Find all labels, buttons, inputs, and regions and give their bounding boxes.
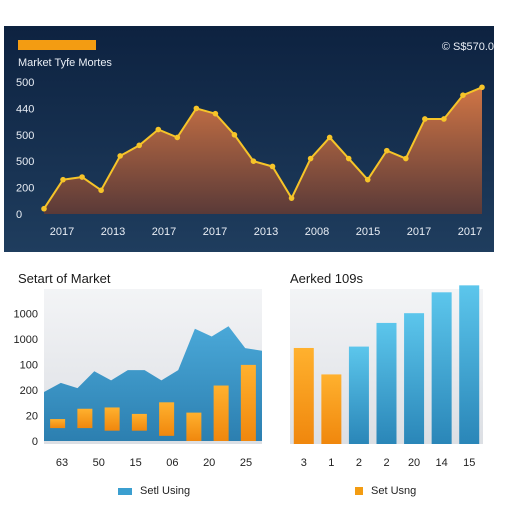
data-point bbox=[41, 205, 47, 212]
data-point bbox=[422, 116, 428, 122]
bottom-left-legend: Setl Using bbox=[118, 485, 190, 497]
data-point bbox=[288, 195, 295, 201]
x-tick-label: 2017 bbox=[407, 226, 431, 238]
y-tick-label: 1000 bbox=[14, 309, 38, 321]
x-tick-label: 50 bbox=[93, 457, 105, 469]
data-point bbox=[269, 163, 276, 170]
y-tick-label: 100 bbox=[20, 360, 38, 372]
x-tick-label: 2008 bbox=[305, 226, 329, 238]
x-tick-label: 15 bbox=[129, 457, 141, 469]
x-tick-label: 2015 bbox=[356, 226, 380, 238]
y-tick-label: 20 bbox=[26, 411, 38, 423]
data-point bbox=[60, 176, 66, 183]
data-point bbox=[79, 174, 85, 180]
bar bbox=[376, 322, 397, 444]
x-tick-label: 14 bbox=[436, 457, 448, 469]
bar bbox=[293, 347, 314, 444]
data-point bbox=[345, 155, 352, 162]
y-tick-label: 440 bbox=[16, 103, 34, 115]
x-tick-label: 20 bbox=[203, 457, 215, 469]
title-highlight-bar bbox=[18, 40, 96, 50]
x-tick-label: 20 bbox=[408, 457, 420, 469]
x-tick-label: 63 bbox=[56, 457, 68, 469]
legend-swatch-orange bbox=[355, 487, 363, 495]
data-point bbox=[250, 158, 257, 164]
data-point bbox=[460, 92, 466, 98]
y-tick-label: 500 bbox=[16, 156, 34, 168]
bar bbox=[77, 408, 93, 429]
y-tick-label: 0 bbox=[16, 209, 22, 221]
x-tick-label: 2013 bbox=[254, 226, 278, 238]
x-tick-label: 3 bbox=[301, 457, 307, 469]
y-tick-label: 200 bbox=[16, 183, 34, 195]
bar bbox=[431, 292, 452, 444]
bar bbox=[131, 413, 147, 431]
bar bbox=[186, 412, 202, 441]
bar bbox=[404, 313, 425, 444]
x-tick-label: 2013 bbox=[101, 226, 125, 238]
bar bbox=[348, 346, 369, 444]
data-point bbox=[98, 187, 104, 194]
x-tick-label: 1 bbox=[328, 457, 334, 469]
series-line bbox=[43, 86, 483, 210]
x-tick-label: 2 bbox=[356, 457, 362, 469]
x-tick-label: 2017 bbox=[152, 226, 176, 238]
data-point bbox=[364, 176, 371, 183]
x-tick-label: 06 bbox=[166, 457, 178, 469]
bottom-left-chart-title: Setart of Market bbox=[18, 271, 111, 286]
y-tick-label: 500 bbox=[16, 77, 34, 89]
data-point bbox=[307, 155, 314, 162]
x-tick-label: 15 bbox=[463, 457, 475, 469]
y-tick-label: 1000 bbox=[14, 334, 38, 346]
y-tick-label: 500 bbox=[16, 130, 34, 142]
data-point bbox=[136, 142, 143, 149]
bar bbox=[459, 285, 480, 444]
data-point bbox=[193, 105, 200, 112]
bottom-right-legend: Set Usng bbox=[355, 485, 416, 497]
bottom-left-legend-label: Setl Using bbox=[140, 485, 191, 497]
top-value-label: © S$570.0 bbox=[442, 41, 494, 53]
blue-area-series bbox=[44, 326, 262, 441]
bar bbox=[213, 385, 229, 441]
bar bbox=[104, 407, 120, 431]
data-point bbox=[479, 84, 485, 91]
data-point bbox=[403, 155, 409, 162]
x-tick-label: 2017 bbox=[50, 226, 74, 238]
data-point bbox=[326, 134, 333, 141]
y-tick-label: 0 bbox=[32, 436, 38, 448]
legend-swatch-blue bbox=[118, 487, 132, 495]
y-tick-label: 200 bbox=[20, 385, 38, 397]
top-chart-title: Market Tyfe Mortes bbox=[18, 57, 112, 69]
data-point bbox=[231, 132, 238, 138]
data-point bbox=[212, 110, 219, 117]
data-point bbox=[117, 153, 123, 159]
x-tick-label: 2 bbox=[383, 457, 389, 469]
x-tick-label: 25 bbox=[240, 457, 252, 469]
bar bbox=[50, 419, 66, 429]
data-point bbox=[441, 116, 447, 122]
bar bbox=[240, 364, 256, 441]
data-point bbox=[155, 126, 162, 133]
x-tick-label: 2017 bbox=[203, 226, 227, 238]
top-panel-background bbox=[4, 26, 494, 252]
data-point bbox=[383, 147, 390, 154]
bar bbox=[321, 374, 342, 444]
data-point bbox=[174, 134, 181, 141]
bar bbox=[159, 402, 175, 436]
bottom-right-chart-title: Aerked 109s bbox=[290, 271, 363, 286]
area-fill bbox=[44, 87, 482, 214]
x-tick-label: 2017 bbox=[458, 226, 482, 238]
bottom-right-legend-label: Set Usng bbox=[371, 485, 417, 497]
